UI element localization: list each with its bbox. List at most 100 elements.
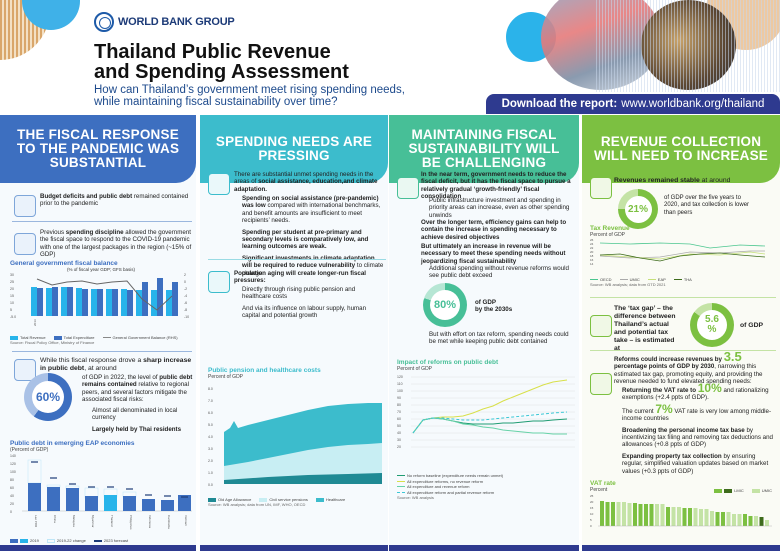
svg-text:25: 25 <box>590 494 594 498</box>
elderly-people-icon <box>208 271 230 293</box>
bullet-list: Additional spending without revenue refo… <box>429 265 569 280</box>
tax-revenue-chart: Tax Revenue Percent of GDP 26 24 22 20 18 16 1… <box>590 225 776 287</box>
donut-caption: of GDP over the five years to 2020, and … <box>664 195 750 216</box>
svg-text:20: 20 <box>397 445 401 449</box>
chart-legend: Old Age Allowance Civil service pensions… <box>208 497 386 502</box>
paragraph: Over the longer term, efficiency gains c… <box>421 219 567 241</box>
svg-text:120: 120 <box>10 462 16 466</box>
svg-text:24: 24 <box>590 242 594 246</box>
pension-healthcare-chart: Public pension and healthcare costs Perc… <box>208 367 386 507</box>
svg-text:20: 20 <box>590 500 594 504</box>
svg-text:China: China <box>53 515 57 523</box>
svg-text:3.0: 3.0 <box>208 447 213 451</box>
tax-gap-donut: 5.6 % <box>690 303 734 347</box>
svg-text:140: 140 <box>10 454 16 458</box>
piggy-bank-icon <box>397 177 419 199</box>
column-fiscal-response: THE FISCAL RESPONSE TO THE PANDEMIC WAS … <box>0 115 196 551</box>
coins-stack-icon <box>14 195 36 217</box>
svg-text:18: 18 <box>590 254 594 258</box>
chart-legend: OECD UMIC EAP THA <box>590 277 776 282</box>
download-report-link[interactable]: Download the report: www.worldbank.org/t… <box>486 94 780 114</box>
paragraph: Population aging will create longer-run … <box>234 270 367 285</box>
svg-text:10: 10 <box>590 512 594 516</box>
svg-text:-2: -2 <box>184 287 187 291</box>
svg-text:30: 30 <box>397 438 401 442</box>
vat-rate-svg: 25 20 15 10 5 0 <box>590 494 772 528</box>
svg-text:90: 90 <box>397 396 401 400</box>
revenue-growth-icon <box>590 373 612 395</box>
svg-text:80: 80 <box>397 403 401 407</box>
svg-text:120: 120 <box>397 375 403 379</box>
world-bank-logo[interactable]: WORLD BANK GROUP <box>94 12 235 32</box>
public-debt-chart: Public debt in emerging EAP economies (P… <box>10 440 192 543</box>
money-hand-icon <box>14 233 36 255</box>
debt-80-donut: 80% <box>423 283 467 327</box>
header: WORLD BANK GROUP Thailand Public Revenue… <box>0 0 780 115</box>
graduation-cap-icon <box>208 173 230 195</box>
svg-text:60: 60 <box>397 417 401 421</box>
public-debt-svg: 140 120 100 80 60 40 20 0 Lao PDR China Malaysi… <box>10 454 192 530</box>
chart-legend: No reform baseline (expenditure needs re… <box>397 473 504 500</box>
column-spending-needs: SPENDING NEEDS ARE PRESSING There are su… <box>200 115 388 551</box>
page-subtitle: How can Thailand’s government meet risin… <box>94 84 405 108</box>
svg-text:50: 50 <box>397 424 401 428</box>
tax-document-icon <box>590 315 612 337</box>
svg-text:15: 15 <box>590 506 594 510</box>
svg-text:15: 15 <box>10 294 14 298</box>
svg-text:Lao PDR: Lao PDR <box>34 515 38 528</box>
svg-text:0: 0 <box>10 510 12 514</box>
svg-text:110: 110 <box>397 382 403 386</box>
chart-legend: 2019 2019-22 change 2023 forecast <box>10 538 192 543</box>
svg-text:2.0: 2.0 <box>208 459 213 463</box>
svg-text:8.0: 8.0 <box>208 387 213 391</box>
svg-text:-6: -6 <box>184 301 187 305</box>
svg-text:0: 0 <box>590 524 592 528</box>
svg-text:2013: 2013 <box>33 319 37 326</box>
svg-text:-5.0: -5.0 <box>10 315 16 319</box>
bullet-list: Directly through rising public pension a… <box>242 286 367 320</box>
fiscal-balance-chart: General government fiscal balance (% of … <box>10 260 192 345</box>
debt-chart-icon <box>14 359 36 381</box>
column-heading: SPENDING NEEDS ARE PRESSING <box>200 115 388 183</box>
page-title: Thailand Public Revenue and Spending Ass… <box>94 41 349 83</box>
svg-text:Indonesia: Indonesia <box>148 515 152 528</box>
paragraph: Revenues remained stable at around <box>614 177 731 184</box>
svg-text:Malaysia: Malaysia <box>72 515 76 527</box>
svg-text:-4: -4 <box>184 294 187 298</box>
svg-text:Philippines: Philippines <box>129 515 133 530</box>
svg-text:26: 26 <box>590 238 594 242</box>
svg-text:20: 20 <box>590 250 594 254</box>
svg-text:16: 16 <box>590 258 594 262</box>
svg-text:7.0: 7.0 <box>208 399 213 403</box>
svg-text:Cambodia: Cambodia <box>167 515 171 529</box>
bullet-list: Almost all denominated in local currency… <box>92 407 182 433</box>
vat-rate-chart: VAT rate Percent LMIC UMIC 25 20 15 10 5 0 <box>590 480 776 556</box>
debt-reform-chart: Impact of reforms on public debt Percent… <box>397 359 577 501</box>
svg-text:30: 30 <box>10 273 14 277</box>
money-hand-icon <box>590 177 612 199</box>
paragraph: There are substantial unmet spending nee… <box>234 171 378 193</box>
globe-icon <box>94 12 114 32</box>
svg-text:22: 22 <box>590 246 594 250</box>
svg-text:100: 100 <box>10 470 16 474</box>
debt-reform-svg: 120 110 100 90 80 70 60 50 40 30 20 <box>397 375 575 449</box>
svg-text:0: 0 <box>184 280 186 284</box>
svg-text:5: 5 <box>10 308 12 312</box>
svg-text:Myanmar: Myanmar <box>91 515 95 528</box>
svg-text:4.0: 4.0 <box>208 435 213 439</box>
debt-donut: 60% <box>24 373 72 421</box>
logo-text: WORLD BANK GROUP <box>118 16 235 28</box>
paragraph: But ultimately an increase in revenue wi… <box>421 243 566 265</box>
bullet-list: Returning the VAT rate to 10% and ration… <box>622 381 773 475</box>
paragraph: Reforms could increase revenues by 3.5 p… <box>614 349 763 386</box>
svg-text:Vietnam: Vietnam <box>184 515 188 526</box>
paragraph: Previous spending discipline allowed the… <box>40 229 192 259</box>
bullet-list: Public infrastructure investment and spe… <box>429 197 570 219</box>
svg-text:40: 40 <box>10 494 14 498</box>
svg-text:20: 20 <box>10 287 14 291</box>
svg-text:-8: -8 <box>184 308 187 312</box>
svg-text:70: 70 <box>397 410 401 414</box>
svg-text:20: 20 <box>10 502 14 506</box>
